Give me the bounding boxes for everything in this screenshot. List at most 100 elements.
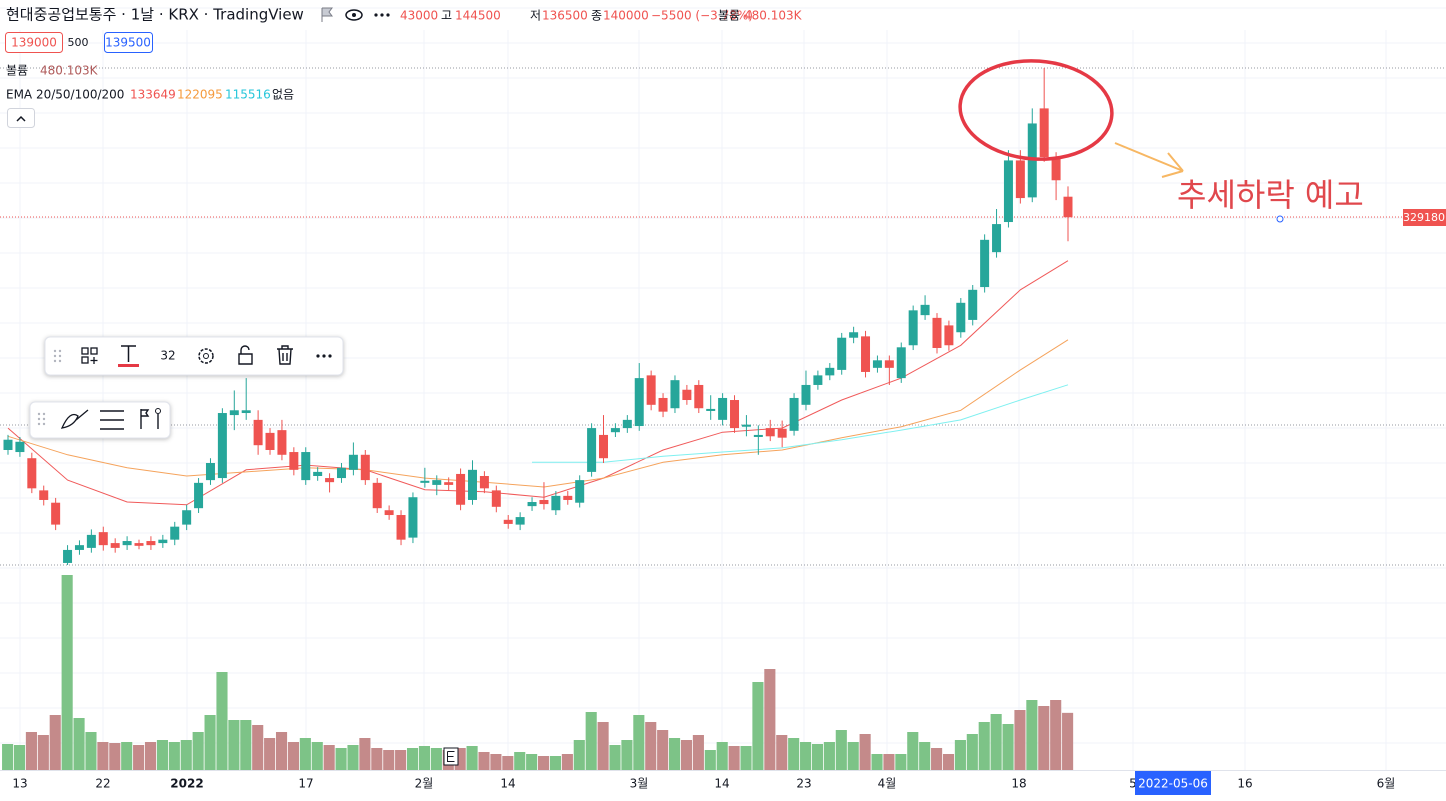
more-icon[interactable] (374, 13, 390, 17)
candle-body (384, 510, 394, 516)
candle-body (932, 317, 942, 348)
candle-body (551, 495, 561, 511)
anchor-point[interactable] (1276, 215, 1284, 223)
x-tick-label: 2월 (415, 777, 434, 791)
change-value: −5500 (−3.78%) (651, 9, 753, 23)
candle-body (992, 224, 1002, 253)
volume-bar (275, 732, 288, 770)
arrow-drawing[interactable] (1114, 142, 1184, 178)
volume-bar (216, 672, 228, 770)
volume-legend-value: 480.103K (40, 64, 99, 78)
background (0, 7, 1446, 770)
candle-body (134, 543, 144, 546)
x-tick-label: 5 (1129, 777, 1137, 791)
candle-body (920, 304, 930, 316)
candle-body (253, 419, 263, 446)
settings-icon[interactable] (198, 348, 214, 364)
candle-body (146, 541, 156, 546)
volume-bar (168, 742, 180, 770)
candle-body (360, 454, 370, 481)
candle-body (789, 397, 799, 431)
candle-body (15, 441, 25, 453)
lock-icon[interactable] (238, 345, 253, 365)
volume-bar (788, 738, 800, 770)
candle-body (277, 430, 287, 455)
highlight-ellipse[interactable] (957, 56, 1115, 164)
candle-body (110, 543, 120, 548)
close-value: 140000 (603, 9, 649, 23)
volume-bar (478, 752, 490, 770)
volume-bar (1062, 712, 1074, 770)
candle-body (777, 428, 787, 438)
candle-body (884, 360, 894, 368)
volume-bar (264, 738, 276, 770)
high-value: 144500 (455, 9, 501, 23)
candle-body (563, 495, 573, 500)
brush-icon[interactable] (60, 409, 89, 429)
candle-body (74, 545, 84, 550)
pin-icon[interactable] (140, 409, 159, 429)
volume-bar (645, 722, 657, 770)
flag-icon[interactable] (321, 7, 333, 22)
volume-bar (883, 754, 895, 770)
candle-body (741, 424, 751, 427)
volume-bar (597, 722, 609, 770)
candle-body (587, 428, 597, 472)
volume-bar (37, 735, 49, 770)
volume-bar (942, 754, 955, 770)
candle-body (825, 367, 835, 376)
eye-icon-pupil (352, 13, 356, 17)
template-icon[interactable] (81, 347, 98, 364)
cursor-date: 2022-05-06 (1138, 777, 1208, 791)
eye-icon[interactable] (345, 9, 363, 21)
volume-bar (931, 748, 943, 770)
candle-body (706, 408, 716, 411)
volume-bar (406, 748, 419, 770)
candle-body (658, 397, 668, 412)
volume-bar (252, 725, 264, 770)
order-qty[interactable]: 500 (68, 36, 89, 49)
volume-bar (585, 712, 597, 770)
open-value: 43000 (400, 9, 438, 23)
candle-body (610, 428, 620, 433)
volume-legend-label: 볼륨 (6, 64, 28, 78)
drag-handle[interactable] (37, 412, 46, 426)
x-tick-label: 3월 (630, 777, 649, 791)
text-color-swatch (118, 364, 139, 367)
annotation-text[interactable]: 추세하락 예고 (1177, 176, 1364, 214)
volume-value: 480.103K (744, 9, 803, 23)
more-icon[interactable] (316, 354, 332, 358)
candle-body (158, 539, 168, 544)
sell-button[interactable] (5, 32, 63, 53)
candle-body (682, 389, 692, 401)
x-tick-label: 22 (95, 777, 110, 791)
candle-body (694, 384, 704, 409)
volume-bar (776, 735, 788, 770)
x-tick-label: 2022 (170, 777, 203, 791)
volume-bar (73, 718, 85, 770)
line-style-icon[interactable] (100, 410, 124, 430)
candle-body (194, 482, 204, 509)
delete-icon[interactable] (277, 345, 293, 365)
price-tag (1403, 209, 1446, 226)
candle-body (670, 380, 680, 409)
candle-body (622, 419, 632, 429)
text-color-icon[interactable] (121, 345, 136, 362)
x-tick-label: 6월 (1377, 777, 1396, 791)
candle-body (753, 434, 763, 437)
drag-handle[interactable] (53, 349, 62, 363)
volume-bar (311, 742, 323, 770)
low-label: 저 (530, 9, 541, 23)
ema-line (7, 260, 1069, 506)
candle-body (432, 480, 442, 485)
x-tick-label: 13 (12, 777, 27, 791)
volume-bar (371, 748, 383, 770)
sell-price: 139000 (11, 36, 57, 50)
candle-body (1051, 156, 1061, 181)
volume-bar (692, 735, 704, 770)
font-size[interactable]: 32 (160, 349, 175, 363)
volume-bar (323, 745, 335, 770)
volume-bar (823, 742, 835, 770)
buy-button[interactable] (104, 32, 153, 53)
